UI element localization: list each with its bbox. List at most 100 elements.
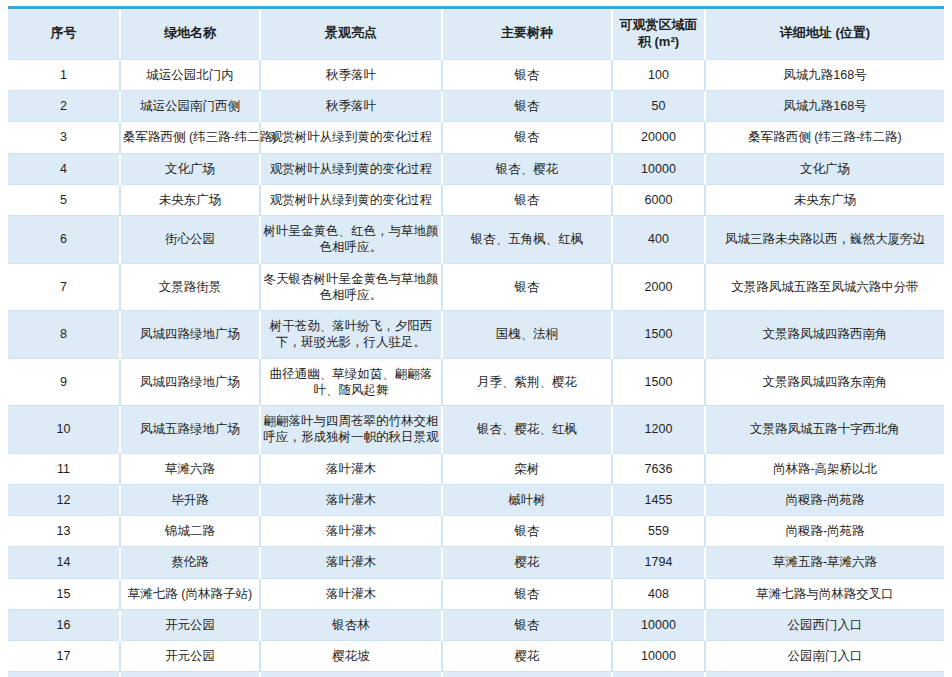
- table-row: 1城运公园北门内秋季落叶银杏100凤城九路168号: [8, 59, 944, 90]
- table-cell: 开元公园: [120, 641, 260, 672]
- table-cell: 凤城四路绿地广场: [120, 358, 260, 406]
- table-cell: 14: [8, 547, 120, 578]
- table-cell: 1500: [612, 311, 705, 359]
- table-cell: 冬天银杏树叶呈金黄色与草地颜色相呼应。: [260, 263, 442, 311]
- table-cell: 4: [8, 153, 120, 184]
- table-cell: 文化广场: [705, 153, 944, 184]
- table-cell: 杨树林: [260, 672, 442, 677]
- table-cell: 银杏: [442, 263, 612, 311]
- table-cell: 银杏: [442, 122, 612, 153]
- table-cell: 观赏树叶从绿到黄的变化过程: [260, 184, 442, 215]
- table-row: 18文景山公园杨树林毛白杨5000公园西门至北门: [8, 672, 944, 677]
- table-cell: 408: [612, 578, 705, 609]
- table-row: 9凤城四路绿地广场曲径通幽、草绿如茵、翩翩落叶、随风起舞月季、紫荆、樱花1500…: [8, 358, 944, 406]
- table-cell: 银杏、樱花、红枫: [442, 406, 612, 454]
- table-row: 4文化广场观赏树叶从绿到黄的变化过程银杏、樱花10000文化广场: [8, 153, 944, 184]
- table-cell: 银杏: [442, 91, 612, 122]
- table-row: 13锦城二路落叶灌木银杏559尚稷路-尚苑路: [8, 516, 944, 547]
- table-body: 1城运公园北门内秋季落叶银杏100凤城九路168号2城运公园南门西侧秋季落叶银杏…: [8, 59, 944, 677]
- header-row: 序号绿地名称景观亮点主要树种可观赏区域面积 (m²)详细地址 (位置): [8, 8, 944, 60]
- column-header: 景观亮点: [260, 8, 442, 60]
- table-cell: 10000: [612, 609, 705, 640]
- table-row: 3桑军路西侧 (纬三路-纬二路)观赏树叶从绿到黄的变化过程银杏20000桑军路西…: [8, 122, 944, 153]
- table-cell: 公园西门入口: [705, 609, 944, 640]
- table-cell: 8: [8, 311, 120, 359]
- table-cell: 栾树: [442, 453, 612, 484]
- table-cell: 银杏林: [260, 609, 442, 640]
- table-cell: 毕升路: [120, 484, 260, 515]
- table-cell: 落叶灌木: [260, 453, 442, 484]
- table-cell: 尚稷路-尚苑路: [705, 484, 944, 515]
- table-cell: 文景路凤城四路西南角: [705, 311, 944, 359]
- table-cell: 文景山公园: [120, 672, 260, 677]
- table-cell: 草滩七路与尚林路交叉口: [705, 578, 944, 609]
- table-cell: 落叶灌木: [260, 484, 442, 515]
- table-cell: 翩翩落叶与四周苍翠的竹林交相呼应，形成独树一帜的秋日景观: [260, 406, 442, 454]
- table-cell: 观赏树叶从绿到黄的变化过程: [260, 153, 442, 184]
- table-cell: 文景路凤城五路至凤城六路中分带: [705, 263, 944, 311]
- table-row: 11草滩六路落叶灌木栾树7636尚林路-高架桥以北: [8, 453, 944, 484]
- table-row: 6街心公园树叶呈金黄色、红色，与草地颜色相呼应。银杏、五角枫、红枫400凤城三路…: [8, 216, 944, 264]
- table-cell: 草滩七路 (尚林路子站): [120, 578, 260, 609]
- table-cell: 1455: [612, 484, 705, 515]
- column-header: 绿地名称: [120, 8, 260, 60]
- table-cell: 凤城九路168号: [705, 59, 944, 90]
- table-row: 16开元公园银杏林银杏10000公园西门入口: [8, 609, 944, 640]
- table-cell: 锦城二路: [120, 516, 260, 547]
- table-row: 8凤城四路绿地广场树干苍劲、落叶纷飞，夕阳西下，斑驳光影，行人驻足。国槐、法桐1…: [8, 311, 944, 359]
- table-cell: 15: [8, 578, 120, 609]
- table-cell: 樱花: [442, 547, 612, 578]
- table-cell: 落叶灌木: [260, 547, 442, 578]
- table-cell: 落叶灌木: [260, 578, 442, 609]
- table-cell: 开元公园: [120, 609, 260, 640]
- table-cell: 11: [8, 453, 120, 484]
- table-cell: 6000: [612, 184, 705, 215]
- table-cell: 槭叶树: [442, 484, 612, 515]
- table-header: 序号绿地名称景观亮点主要树种可观赏区域面积 (m²)详细地址 (位置): [8, 8, 944, 60]
- table-cell: 文景路街景: [120, 263, 260, 311]
- table-cell: 凤城五路绿地广场: [120, 406, 260, 454]
- table-cell: 文化广场: [120, 153, 260, 184]
- table-cell: 未央东广场: [705, 184, 944, 215]
- table-cell: 尚林路-高架桥以北: [705, 453, 944, 484]
- table-cell: 公园西门至北门: [705, 672, 944, 677]
- table-row: 5未央东广场观赏树叶从绿到黄的变化过程银杏6000未央东广场: [8, 184, 944, 215]
- table-cell: 草滩六路: [120, 453, 260, 484]
- table-cell: 月季、紫荆、樱花: [442, 358, 612, 406]
- table-cell: 100: [612, 59, 705, 90]
- table-cell: 400: [612, 216, 705, 264]
- table-cell: 10000: [612, 153, 705, 184]
- table-cell: 街心公园: [120, 216, 260, 264]
- table-cell: 9: [8, 358, 120, 406]
- table-cell: 蔡伦路: [120, 547, 260, 578]
- table-cell: 未央东广场: [120, 184, 260, 215]
- table-row: 10凤城五路绿地广场翩翩落叶与四周苍翠的竹林交相呼应，形成独树一帜的秋日景观银杏…: [8, 406, 944, 454]
- table-row: 17开元公园樱花坡樱花10000公园南门入口: [8, 641, 944, 672]
- table-cell: 桑军路西侧 (纬三路-纬二路): [705, 122, 944, 153]
- table-cell: 桑军路西侧 (纬三路-纬二路): [120, 122, 260, 153]
- table-row: 7文景路街景冬天银杏树叶呈金黄色与草地颜色相呼应。银杏2000文景路凤城五路至凤…: [8, 263, 944, 311]
- table-cell: 文景路凤城五路十字西北角: [705, 406, 944, 454]
- column-header: 可观赏区域面积 (m²): [612, 8, 705, 60]
- table-cell: 18: [8, 672, 120, 677]
- table-cell: 树叶呈金黄色、红色，与草地颜色相呼应。: [260, 216, 442, 264]
- table-cell: 树干苍劲、落叶纷飞，夕阳西下，斑驳光影，行人驻足。: [260, 311, 442, 359]
- table-cell: 国槐、法桐: [442, 311, 612, 359]
- table-cell: 7: [8, 263, 120, 311]
- table-cell: 20000: [612, 122, 705, 153]
- table-cell: 凤城九路168号: [705, 91, 944, 122]
- table-cell: 樱花坡: [260, 641, 442, 672]
- table-cell: 落叶灌木: [260, 516, 442, 547]
- table-cell: 7636: [612, 453, 705, 484]
- table-cell: 2000: [612, 263, 705, 311]
- table-cell: 10000: [612, 641, 705, 672]
- green-space-table: 序号绿地名称景观亮点主要树种可观赏区域面积 (m²)详细地址 (位置) 1城运公…: [8, 6, 944, 677]
- table-cell: 银杏、樱花: [442, 153, 612, 184]
- table-cell: 50: [612, 91, 705, 122]
- table-cell: 银杏、五角枫、红枫: [442, 216, 612, 264]
- table-cell: 559: [612, 516, 705, 547]
- table-cell: 公园南门入口: [705, 641, 944, 672]
- table-cell: 凤城四路绿地广场: [120, 311, 260, 359]
- table-cell: 银杏: [442, 59, 612, 90]
- column-header: 序号: [8, 8, 120, 60]
